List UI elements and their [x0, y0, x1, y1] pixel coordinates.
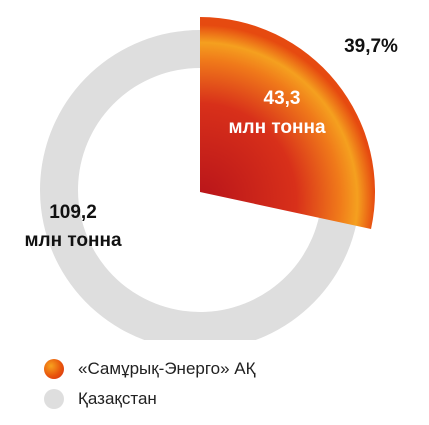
ring-unit-label: млн тонна	[24, 230, 121, 251]
legend-swatch-kazakhstan	[44, 389, 64, 409]
segment-percent-label: 39,7%	[344, 36, 398, 57]
legend-label: «Самұрық-Энерго» АҚ	[78, 359, 256, 378]
segment-unit-label: млн тонна	[228, 117, 325, 138]
legend-swatch-samruk-energo	[44, 359, 64, 379]
ring-value-label: 109,2	[49, 202, 97, 223]
segment-value-label: 43,3	[264, 88, 301, 109]
chart-legend: «Самұрық-Энерго» АҚ Қазақстан	[44, 357, 256, 417]
legend-item-samruk-energo: «Самұрық-Энерго» АҚ	[44, 357, 256, 381]
legend-label: Қазақстан	[78, 389, 157, 408]
legend-item-kazakhstan: Қазақстан	[44, 387, 256, 411]
donut-chart: 43,3 млн тонна 39,7% 109,2 млн тонна	[24, 17, 398, 340]
chart-segment-samruk-energo	[200, 17, 376, 230]
